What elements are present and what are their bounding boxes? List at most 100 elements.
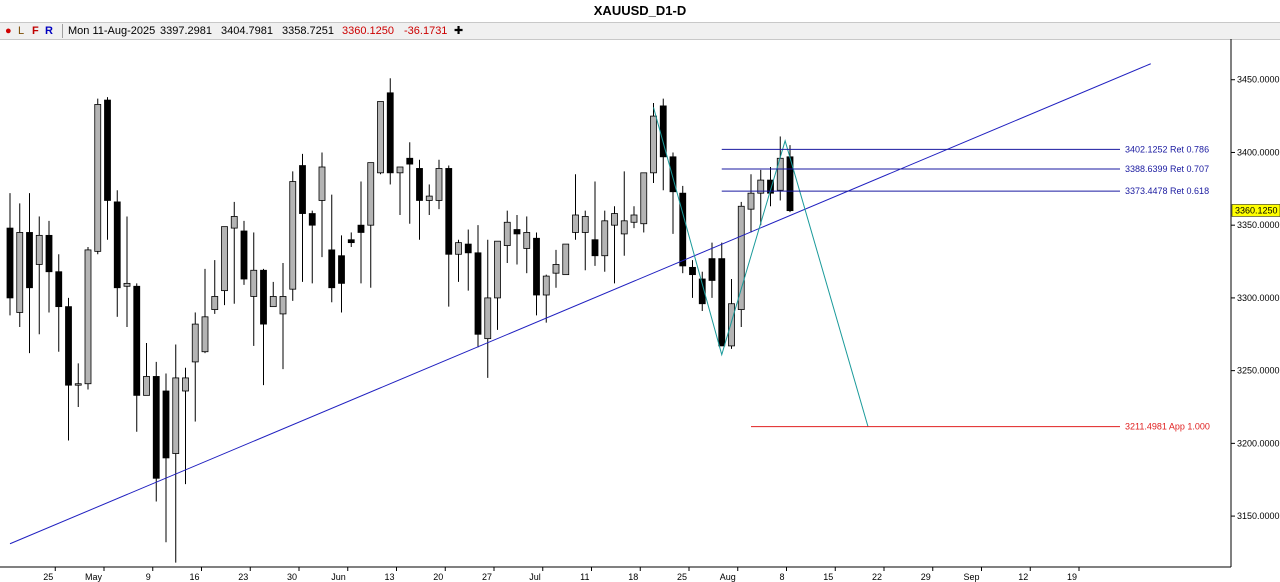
- y-tick-label: 3450.0000: [1237, 75, 1280, 85]
- candle-body: [113, 201, 121, 289]
- y-tick-label: 3300.0000: [1237, 293, 1280, 303]
- candles-layer: [6, 78, 794, 563]
- candle-body: [503, 221, 511, 246]
- x-tick-label: 13: [384, 572, 394, 582]
- fib-level-label: 3373.4478 Ret 0.618: [1125, 186, 1209, 196]
- candle-body: [35, 234, 43, 265]
- toolbar-divider: [62, 24, 63, 38]
- line-mode-button[interactable]: L: [18, 25, 25, 37]
- candle-body: [562, 243, 570, 276]
- x-tick-label: May: [85, 572, 103, 582]
- current-price-tag: [1231, 204, 1280, 217]
- candle-body: [16, 232, 24, 313]
- x-tick-label: Aug: [720, 572, 736, 582]
- candle-body: [74, 383, 82, 386]
- ray-mode-button[interactable]: R: [45, 25, 53, 37]
- candle-body: [396, 166, 404, 174]
- candle-body: [698, 278, 706, 305]
- bar-high: 3404.7981: [221, 25, 273, 37]
- x-tick-label: 29: [921, 572, 931, 582]
- candle-body: [250, 269, 258, 297]
- record-dot-icon[interactable]: ●: [5, 25, 12, 37]
- candle-body: [338, 255, 345, 284]
- candle-body: [464, 243, 472, 254]
- candle-body: [347, 239, 355, 244]
- candle-body: [386, 92, 394, 174]
- candle-body: [630, 214, 638, 223]
- candle-body: [708, 258, 716, 281]
- fib-level-label: 3388.6399 Ret 0.707: [1125, 164, 1209, 174]
- candle-body: [669, 156, 677, 193]
- x-tick-label: 19: [1067, 572, 1077, 582]
- candle-body: [767, 179, 774, 194]
- candle-body: [308, 213, 316, 226]
- candle-body: [737, 205, 745, 310]
- candle-body: [6, 227, 14, 299]
- bar-change: -36.1731: [404, 25, 448, 37]
- candle-body: [260, 269, 267, 325]
- candle-body: [572, 214, 579, 233]
- candle-body: [542, 275, 550, 296]
- candle-body: [221, 226, 228, 292]
- x-tick-label: 15: [823, 572, 833, 582]
- candle-body: [445, 168, 453, 255]
- projection-level-label: 3211.4981 App 1.000: [1125, 422, 1210, 432]
- x-tick-label: 18: [628, 572, 638, 582]
- candle-body: [318, 166, 326, 201]
- x-tick-label: 23: [238, 572, 248, 582]
- candle-body: [94, 104, 102, 252]
- candle-body: [104, 99, 111, 201]
- y-tick-label: 3250.0000: [1237, 366, 1280, 376]
- y-tick-label: 3150.0000: [1237, 511, 1280, 521]
- x-tick-label: Sep: [963, 572, 979, 582]
- x-tick-label: 30: [287, 572, 297, 582]
- candle-body: [757, 179, 765, 194]
- candle-body: [377, 101, 384, 174]
- candle-body: [123, 282, 131, 287]
- x-tick-label: 11: [580, 572, 589, 582]
- candle-body: [601, 220, 609, 257]
- crosshair-icon[interactable]: ✚: [454, 25, 464, 37]
- candle-body: [357, 224, 365, 233]
- candle-body: [269, 296, 277, 308]
- candle-body: [84, 249, 92, 385]
- chart-title: XAUUSD_D1-D: [593, 3, 687, 18]
- y-tick-label: 3350.0000: [1237, 220, 1280, 230]
- candle-body: [747, 192, 755, 210]
- candle-body: [640, 172, 648, 225]
- fib-mode-button[interactable]: F: [32, 25, 39, 37]
- candle-body: [201, 316, 209, 353]
- drawings-layer: 3402.1252 Ret 0.786 3388.6399 Ret 0.707 33…: [9, 63, 1210, 545]
- y-tick-label: 3400.0000: [1237, 147, 1280, 157]
- candle-body: [279, 296, 287, 315]
- fib-level-label: 3402.1252 Ret 0.786: [1125, 144, 1209, 154]
- candle-body: [435, 168, 443, 201]
- candle-body: [425, 195, 433, 201]
- candle-body: [406, 157, 414, 165]
- candle-body: [474, 252, 482, 335]
- x-tick-label: 25: [43, 572, 53, 582]
- y-tick-label: 3200.0000: [1237, 438, 1280, 448]
- candle-body: [240, 230, 248, 280]
- x-tick-label: 27: [482, 572, 492, 582]
- current-price-label: 3360.1250: [1235, 205, 1278, 215]
- x-tick-label: Jul: [529, 572, 541, 582]
- candle-body: [455, 242, 462, 255]
- candle-body: [494, 240, 501, 299]
- candle-body: [581, 216, 589, 233]
- candle-body: [367, 162, 375, 226]
- x-tick-label: 20: [433, 572, 443, 582]
- x-tick-label: Jun: [331, 572, 346, 582]
- candle-body: [182, 377, 189, 392]
- candle-body: [65, 306, 72, 386]
- bar-open: 3397.2981: [160, 25, 212, 37]
- candle-body: [211, 296, 219, 310]
- candle-body: [328, 249, 336, 289]
- candle-body: [230, 216, 238, 229]
- candle-body: [299, 165, 306, 214]
- zigzag-pattern: [653, 107, 869, 427]
- x-tick-label: 16: [189, 572, 199, 582]
- x-tick-label: 9: [146, 572, 151, 582]
- candle-body: [152, 376, 160, 479]
